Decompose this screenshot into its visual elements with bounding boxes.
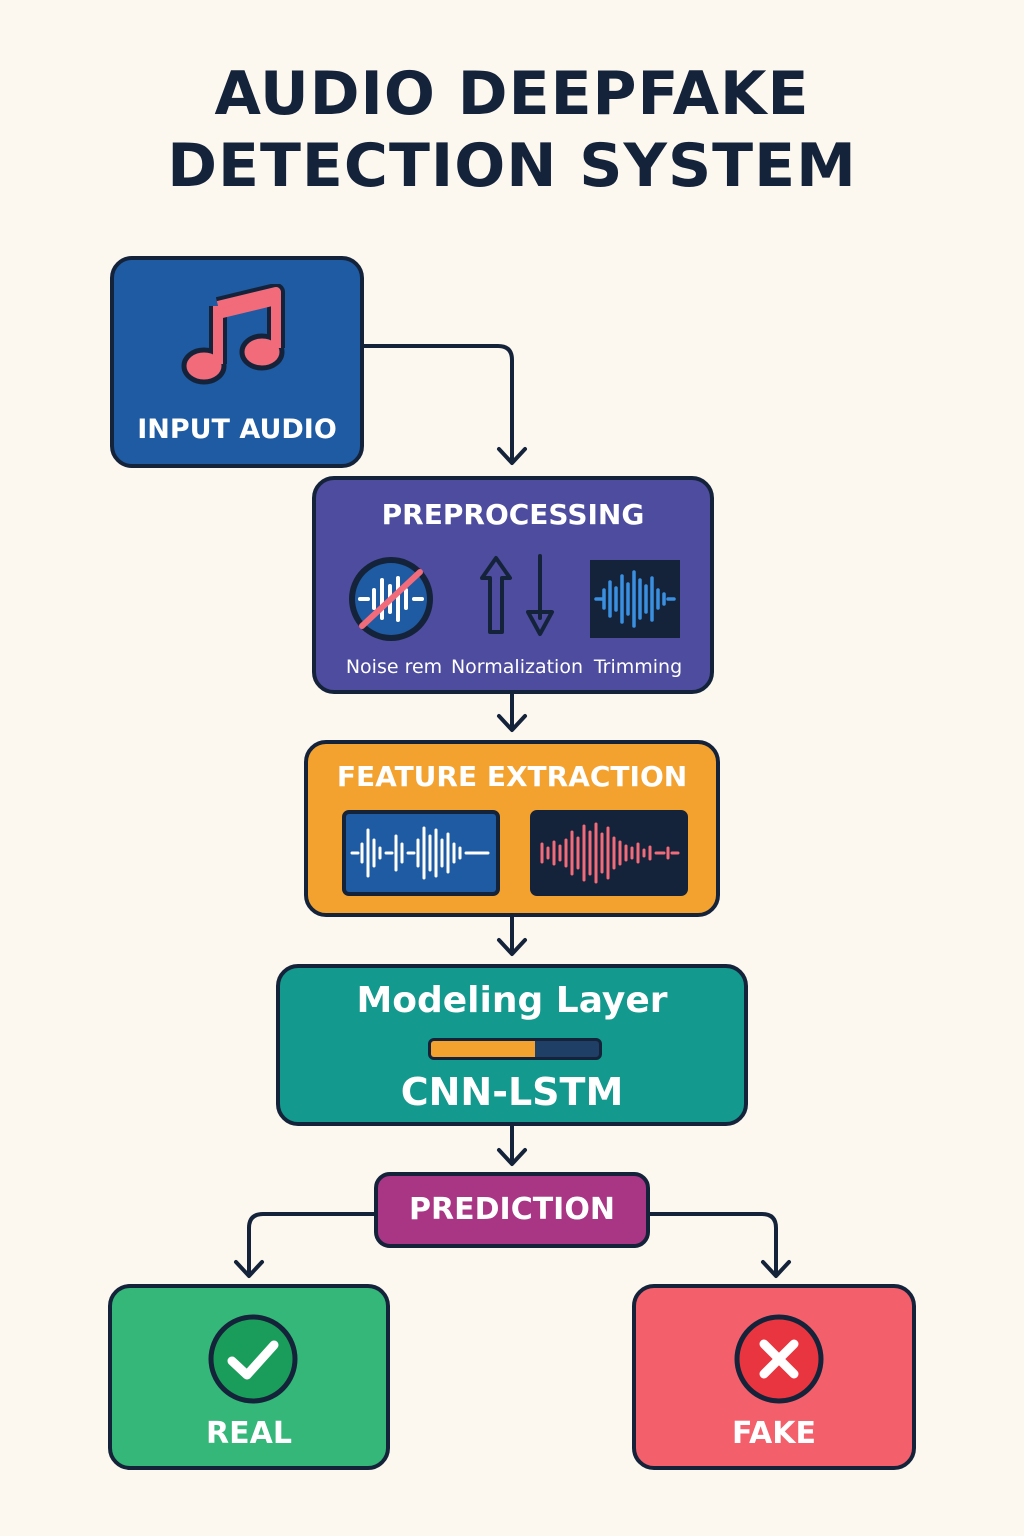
model-progress-bar [428,1038,602,1060]
feature-extraction-title: FEATURE EXTRACTION [336,760,688,793]
music-note-icon [181,284,285,385]
cross-icon [734,1314,824,1404]
noise-removal-icon [349,557,433,641]
input-audio-label: INPUT AUDIO [137,414,337,445]
arrowhead-4 [497,1148,527,1166]
preprocessing-box: PREPROCESSING Noise rem No [312,476,714,694]
real-label: REAL [206,1416,292,1451]
modeling-layer-title: Modeling Layer [356,980,668,1021]
arrowhead-1 [497,447,527,465]
up-down-arrows-icon [480,554,554,636]
waveform-icon [590,560,680,638]
real-output-box: REAL [108,1284,390,1470]
prediction-label: PREDICTION [409,1192,615,1227]
check-icon [208,1314,298,1404]
arrowhead-3 [497,938,527,956]
waveform-spectrogram-icon [530,810,688,896]
connector-prediction-to-real [247,1212,377,1277]
waveform-spectrum-icon [342,810,500,896]
title-line-1: AUDIO DEEPFAKE [214,59,810,129]
step-label-normalization: Normalization [450,656,584,678]
step-label-noise-removal: Noise rem [345,656,443,678]
feature-extraction-box: FEATURE EXTRACTION [304,740,720,917]
arrowhead-6 [761,1260,791,1278]
input-audio-box: INPUT AUDIO [110,256,364,468]
connector-input-to-preprocessing [360,344,514,464]
title-line-2: DETECTION SYSTEM [167,131,857,201]
step-label-trimming: Trimming [593,656,683,678]
connector-prediction-to-fake [647,1212,778,1277]
arrowhead-5 [234,1260,264,1278]
prediction-box: PREDICTION [374,1172,650,1248]
modeling-layer-box: Modeling Layer CNN-LSTM [276,964,748,1126]
preprocessing-title: PREPROCESSING [381,498,645,531]
arrowhead-2 [497,714,527,732]
fake-output-box: FAKE [632,1284,916,1470]
model-name: CNN-LSTM [400,1070,624,1114]
fake-label: FAKE [731,1416,816,1451]
model-progress-fill [431,1041,536,1057]
